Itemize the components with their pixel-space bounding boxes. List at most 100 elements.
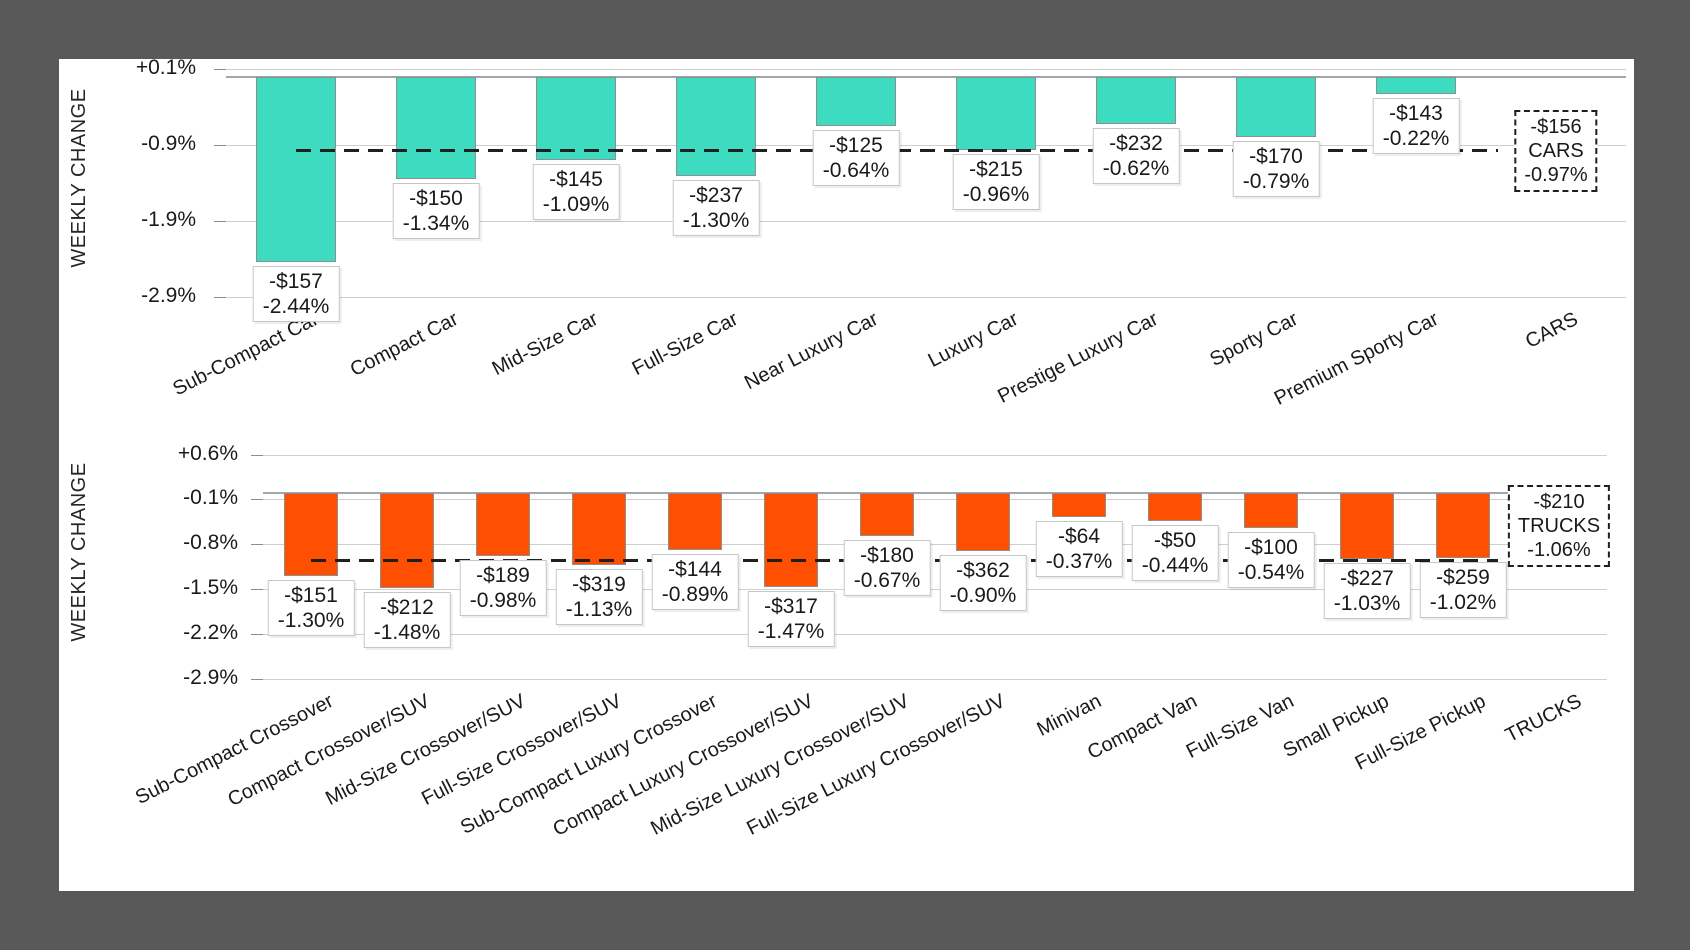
trucks-data-label-dollar: -$189	[476, 563, 530, 587]
trucks-data-label-dollar: -$317	[764, 595, 818, 619]
cars-data-label-percent: -0.62%	[1102, 157, 1170, 181]
cars-data-label-dollar: -$143	[1389, 101, 1443, 125]
trucks-bar-data-label: -$100 -0.54%	[1227, 531, 1315, 588]
cars-bar-data-label: -$145 -1.09%	[532, 163, 620, 220]
cars-data-label-dollar: -$232	[1109, 132, 1163, 156]
cars-bar	[256, 77, 336, 263]
cars-bar	[956, 77, 1036, 150]
trucks-data-label-percent: -0.90%	[949, 583, 1017, 607]
cars-bar-data-label: -$237 -1.30%	[672, 179, 760, 236]
cars-data-label-dollar: -$125	[829, 133, 883, 157]
trucks-gridline	[263, 499, 1607, 501]
trucks-data-label-percent: -0.54%	[1237, 560, 1305, 584]
trucks-data-label-percent: -1.47%	[757, 620, 825, 644]
cars-bar	[396, 77, 476, 179]
trucks-bar	[380, 493, 434, 588]
cars-data-label-dollar: -$170	[1249, 145, 1303, 169]
trucks-data-label-dollar: -$319	[572, 573, 626, 597]
trucks-data-label-dollar: -$259	[1436, 566, 1490, 590]
trucks-summary-box: -$210 TRUCKS -1.06%	[1507, 485, 1611, 567]
trucks-gridline	[263, 633, 1607, 635]
trucks-bar	[668, 493, 722, 550]
trucks-bar-data-label: -$144 -0.89%	[651, 553, 739, 610]
cars-data-label-dollar: -$157	[269, 270, 323, 294]
cars-gridline	[226, 221, 1626, 223]
trucks-summary-category-label: TRUCKS	[1501, 690, 1585, 747]
trucks-data-label-percent: -0.98%	[469, 588, 537, 612]
trucks-data-label-dollar: -$227	[1340, 566, 1394, 590]
cars-data-label-percent: -0.96%	[962, 182, 1030, 206]
cars-y-tick-label: -0.9%	[141, 132, 196, 156]
cars-data-label-percent: -0.64%	[822, 158, 890, 182]
cars-bar-data-label: -$170 -0.79%	[1232, 141, 1320, 198]
trucks-bar-data-label: -$50 -0.44%	[1131, 525, 1219, 582]
trucks-y-tick-label: +0.6%	[177, 441, 238, 465]
trucks-data-label-percent: -1.48%	[373, 620, 441, 644]
cars-y-tick-mark	[214, 221, 226, 223]
trucks-data-label-dollar: -$144	[668, 557, 722, 581]
trucks-data-label-dollar: -$64	[1057, 524, 1101, 548]
trucks-data-label-dollar: -$362	[956, 558, 1010, 582]
cars-y-tick-label: +0.1%	[135, 56, 196, 80]
cars-gridline	[226, 145, 1626, 147]
cars-data-label-percent: -1.09%	[542, 192, 610, 216]
cars-bar-data-label: -$232 -0.62%	[1092, 128, 1180, 185]
trucks-bar	[956, 493, 1010, 551]
trucks-bar-data-label: -$64 -0.37%	[1035, 520, 1123, 577]
cars-x-axis-line	[226, 76, 1626, 78]
trucks-bar	[1340, 493, 1394, 559]
trucks-data-label-percent: -1.02%	[1429, 591, 1497, 615]
cars-data-label-percent: -0.79%	[1242, 170, 1310, 194]
trucks-summary-label: TRUCKS	[1517, 515, 1601, 537]
cars-data-label-dollar: -$145	[549, 167, 603, 191]
trucks-data-label-dollar: -$151	[284, 584, 338, 608]
trucks-y-tick-mark	[251, 678, 263, 680]
trucks-bar-data-label: -$180 -0.67%	[843, 539, 931, 596]
trucks-y-tick-mark	[251, 454, 263, 456]
trucks-bar	[476, 493, 530, 556]
trucks-data-label-percent: -0.37%	[1045, 549, 1113, 573]
trucks-data-label-dollar: -$212	[380, 595, 434, 619]
cars-y-tick-mark	[214, 297, 226, 299]
trucks-y-tick-mark	[251, 589, 263, 590]
trucks-bar	[284, 493, 338, 577]
cars-bar	[536, 77, 616, 160]
cars-summary-box: -$156 CARS -0.97%	[1514, 110, 1598, 192]
trucks-x-axis-line	[263, 492, 1607, 494]
trucks-bar-data-label: -$189 -0.98%	[459, 559, 547, 616]
trucks-summary-dollar: -$210	[1533, 491, 1585, 513]
trucks-data-label-percent: -1.30%	[277, 609, 345, 633]
trucks-y-tick-label: -2.9%	[183, 665, 238, 689]
trucks-bar-data-label: -$319 -1.13%	[555, 569, 643, 626]
trucks-gridline	[263, 544, 1607, 546]
trucks-bar-data-label: -$362 -0.90%	[939, 554, 1027, 611]
trucks-category-label: Minivan	[1033, 690, 1105, 741]
trucks-data-label-percent: -0.67%	[853, 568, 921, 592]
trucks-bar	[1244, 493, 1298, 528]
cars-bar-data-label: -$215 -0.96%	[952, 153, 1040, 210]
trucks-data-label-percent: -0.89%	[661, 582, 729, 606]
trucks-bar	[1436, 493, 1490, 559]
trucks-bar-data-label: -$212 -1.48%	[363, 591, 451, 648]
trucks-data-label-dollar: -$50	[1153, 529, 1197, 553]
trucks-bar-data-label: -$151 -1.30%	[267, 580, 355, 637]
cars-bar-data-label: -$143 -0.22%	[1372, 97, 1460, 154]
cars-bar-data-label: -$125 -0.64%	[812, 129, 900, 186]
cars-y-tick-mark	[214, 145, 226, 147]
cars-gridline	[226, 297, 1626, 299]
trucks-y-axis-title: WEEKLY CHANGE	[68, 462, 90, 642]
cars-data-label-percent: -2.44%	[262, 295, 330, 319]
cars-data-label-dollar: -$215	[969, 157, 1023, 181]
cars-data-label-dollar: -$150	[409, 186, 463, 210]
trucks-y-tick-mark	[251, 499, 263, 501]
trucks-gridline	[263, 589, 1607, 590]
cars-gridline	[226, 69, 1626, 71]
cars-bar	[816, 77, 896, 126]
trucks-y-tick-mark	[251, 633, 263, 635]
trucks-bar-data-label: -$259 -1.02%	[1419, 562, 1507, 619]
cars-data-label-percent: -1.30%	[682, 208, 750, 232]
cars-bar	[1376, 77, 1456, 94]
trucks-data-label-percent: -1.13%	[565, 598, 633, 622]
